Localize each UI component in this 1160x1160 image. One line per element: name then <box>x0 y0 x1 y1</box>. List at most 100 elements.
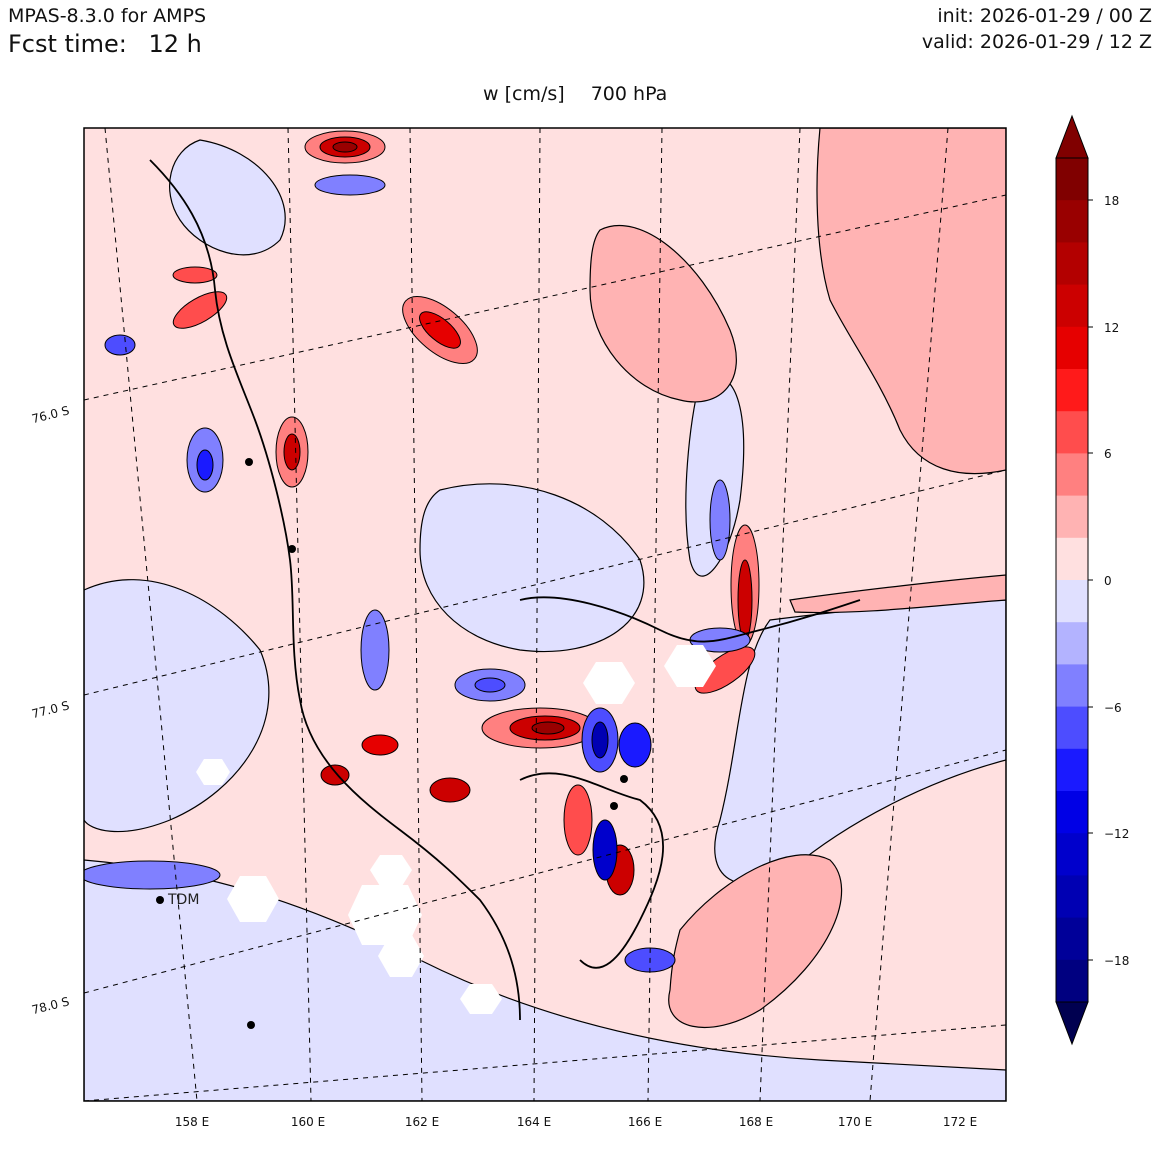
coastline-west <box>149 159 521 1021</box>
colorbar-band <box>1056 369 1088 412</box>
colorbar: 18 12 6 0 −6 −12 −18 <box>1055 114 1129 1046</box>
lon-tick: 162 E <box>405 1115 439 1129</box>
colorbar-tick-label: 18 <box>1104 194 1119 208</box>
station-marker-tdm <box>156 896 164 904</box>
lon-tick: 168 E <box>739 1115 773 1129</box>
latitude-lines <box>84 194 1006 1101</box>
colorbar-band <box>1056 580 1088 623</box>
neg-core <box>360 609 390 691</box>
plot-variable: w [cm/s] <box>483 83 565 105</box>
pos-core <box>531 721 565 735</box>
lat-tick: 77.0 S <box>30 698 70 721</box>
lon-tick: 166 E <box>628 1115 662 1129</box>
colorbar-band <box>1056 537 1088 581</box>
neg-core <box>196 449 214 481</box>
neg-core <box>591 721 609 759</box>
pos-core <box>429 777 471 803</box>
plot-frame <box>83 127 1007 1102</box>
station-marker <box>610 802 618 810</box>
missing-data-cell <box>348 885 422 945</box>
pos-core <box>361 734 399 756</box>
colorbar-bands <box>1056 158 1088 1003</box>
neg-region-center <box>419 483 645 653</box>
lon-tick: 164 E <box>517 1115 551 1129</box>
colorbar-extend-max <box>1055 114 1089 159</box>
neg-core <box>104 334 136 356</box>
colorbar-band <box>1056 748 1088 792</box>
station-marker <box>247 1021 255 1029</box>
lat-tick: 76.0 S <box>30 403 70 426</box>
pos-core <box>172 266 218 284</box>
plot-level: 700 hPa <box>590 83 668 105</box>
forecast-time: Fcst time: 12 h <box>8 30 202 58</box>
colorbar-band <box>1056 959 1088 1003</box>
pos-region-ne <box>816 128 1006 475</box>
lon-tick: 172 E <box>943 1115 977 1129</box>
lon-tick: 170 E <box>838 1115 872 1129</box>
init-time: init: 2026-01-29 / 00 Z <box>937 5 1152 27</box>
neg-core <box>314 174 386 196</box>
colorbar-ticks: 18 12 6 0 −6 −12 −18 <box>1088 194 1129 968</box>
station-marker <box>245 458 253 466</box>
colorbar-band <box>1056 706 1088 750</box>
colorbar-band <box>1056 495 1088 539</box>
valid-time: valid: 2026-01-29 / 12 Z <box>921 31 1152 53</box>
pos-core <box>419 311 461 349</box>
coastline-iceshelf <box>519 596 861 643</box>
colorbar-tick-label: −6 <box>1104 701 1122 715</box>
pos-band-east <box>789 574 1006 614</box>
missing-data-cell <box>227 876 279 922</box>
colorbar-band <box>1056 411 1088 454</box>
neg-core <box>84 860 221 890</box>
missing-data-cell <box>378 935 424 977</box>
colorbar-tick-label: −18 <box>1104 954 1129 968</box>
colorbar-band <box>1056 791 1088 834</box>
station-marker <box>288 545 296 553</box>
colorbar-band <box>1056 200 1088 243</box>
colorbar-band <box>1056 242 1088 286</box>
lat-tick: 78.0 S <box>30 994 70 1017</box>
pos-region-se <box>668 854 843 1029</box>
coastline-island <box>519 772 664 969</box>
neg-core <box>474 677 506 693</box>
neg-core <box>592 819 618 881</box>
colorbar-extend-min <box>1055 1001 1089 1046</box>
station-marker <box>620 775 628 783</box>
colorbar-band <box>1056 158 1088 201</box>
colorbar-band <box>1056 833 1088 876</box>
neg-core <box>709 479 731 561</box>
station-label-tdm: TDM <box>167 892 199 908</box>
pos-core <box>563 784 593 856</box>
forecast-time-label: Fcst time: <box>8 30 127 58</box>
pos-core <box>172 291 228 329</box>
colorbar-band <box>1056 875 1088 919</box>
missing-data-cell <box>460 984 502 1014</box>
map-field: TDM <box>84 128 1006 1101</box>
missing-data-cell <box>583 662 635 704</box>
colorbar-tick-label: −12 <box>1104 827 1129 841</box>
colorbar-tick-label: 6 <box>1104 447 1112 461</box>
model-title: MPAS-8.3.0 for AMPS <box>8 5 207 27</box>
missing-data-cell <box>196 759 230 785</box>
neg-core <box>618 722 652 768</box>
colorbar-band <box>1056 917 1088 961</box>
colorbar-tick-label: 12 <box>1104 321 1119 335</box>
colorbar-tick-label: 0 <box>1104 574 1112 588</box>
colorbar-band <box>1056 326 1088 370</box>
pos-core <box>283 433 301 471</box>
pos-core <box>332 141 358 153</box>
missing-data-cell <box>370 855 412 886</box>
lon-tick: 160 E <box>291 1115 325 1129</box>
colorbar-band <box>1056 284 1088 328</box>
colorbar-band <box>1056 622 1088 665</box>
forecast-time-value: 12 h <box>148 30 202 58</box>
colorbar-band <box>1056 664 1088 708</box>
pos-region-north <box>589 225 737 403</box>
pos-core <box>737 559 753 641</box>
latitude-ticks: 76.0 S 77.0 S 78.0 S <box>30 403 70 1017</box>
plot-title: w [cm/s] 700 hPa <box>483 83 667 105</box>
lon-tick: 158 E <box>175 1115 209 1129</box>
longitude-lines <box>104 128 949 1101</box>
longitude-ticks: 158 E 160 E 162 E 164 E 166 E 168 E 170 … <box>175 1115 977 1129</box>
